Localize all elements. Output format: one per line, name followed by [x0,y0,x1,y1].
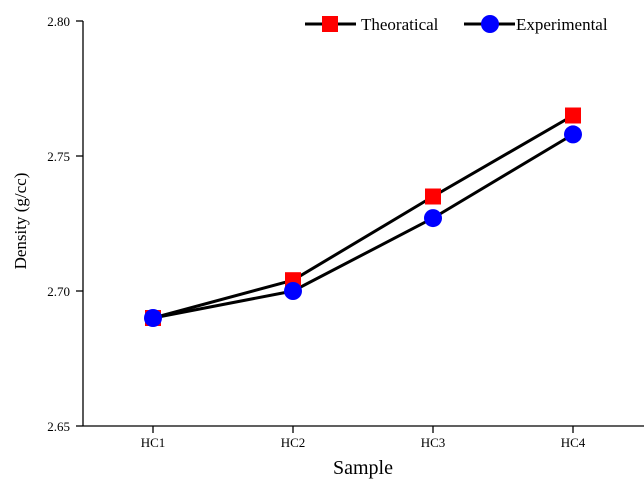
y-tick-label: 2.80 [47,14,70,29]
data-point-experimental [564,125,582,144]
y-ticks: 2.65 2.70 2.75 2.80 [47,14,83,434]
legend-square-marker [322,16,338,32]
x-axis-title: Sample [333,457,393,479]
legend-label-experimental: Experimental [516,15,608,34]
y-tick-label: 2.70 [47,284,70,299]
series-line-experimental [152,133,574,320]
y-tick-label: 2.65 [47,419,70,434]
data-point-experimental [144,309,162,327]
series-line-theoratical [152,114,574,320]
x-tick-label: HC4 [561,435,586,450]
series-lines [152,114,574,320]
legend-label-theoratical: Theoratical [361,15,439,34]
legend-item-theoratical: Theoratical [305,15,439,34]
x-tick-label: HC3 [421,435,446,450]
data-point-experimental [284,282,302,300]
data-point-theoratical [425,188,441,205]
x-tick-label: HC1 [141,435,166,450]
series-markers [144,107,582,327]
data-point-theoratical [565,107,581,124]
legend: Theoratical Experimental [305,15,608,34]
x-tick-label: HC2 [281,435,306,450]
y-tick-label: 2.75 [47,149,70,164]
legend-item-experimental: Experimental [464,15,608,34]
data-point-experimental [424,209,442,228]
y-axis-title: Density (g/cc) [11,173,30,270]
legend-circle-marker [481,15,499,33]
x-ticks: HC1 HC2 HC3 HC4 [141,426,586,450]
